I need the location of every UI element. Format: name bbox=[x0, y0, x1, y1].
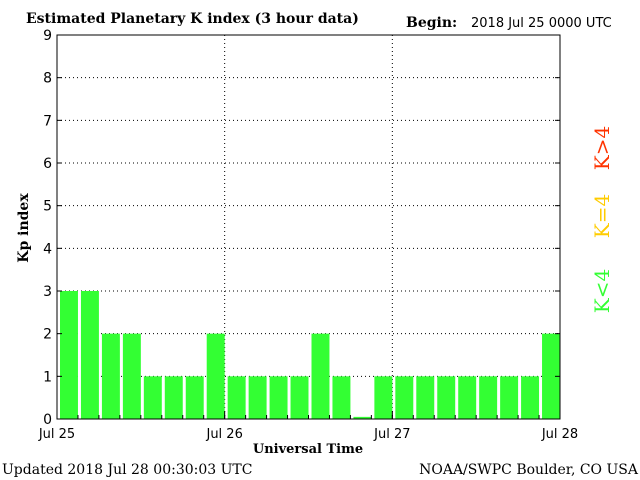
legend-k-equal-4: K=4 bbox=[590, 194, 614, 238]
kp-bar-7 bbox=[206, 333, 225, 419]
y-tick-label: 1 bbox=[43, 369, 52, 385]
updated-timestamp: Updated 2018 Jul 28 00:30:03 UTC bbox=[2, 462, 252, 478]
kp-bar-1 bbox=[80, 291, 99, 419]
y-tick-label: 8 bbox=[43, 71, 52, 87]
begin-label: Begin: bbox=[406, 15, 457, 31]
y-tick-label: 2 bbox=[43, 327, 52, 343]
y-tick-label: 6 bbox=[43, 156, 52, 172]
x-tick-label: Jul 26 bbox=[205, 427, 242, 442]
kp-bar-8 bbox=[227, 376, 246, 419]
begin-value: 2018 Jul 25 0000 UTC bbox=[471, 16, 612, 31]
kp-bar-0 bbox=[60, 291, 78, 419]
kp-bar-20 bbox=[479, 376, 498, 419]
kp-bar-15 bbox=[374, 376, 393, 419]
kp-bar-10 bbox=[269, 376, 288, 419]
y-tick-label: 0 bbox=[43, 412, 52, 428]
kp-bar-12 bbox=[311, 333, 330, 419]
legend-k-less-4: K<4 bbox=[590, 269, 614, 313]
x-axis-label: Universal Time bbox=[253, 442, 363, 457]
kp-bar-6 bbox=[185, 376, 204, 419]
kp-bar-13 bbox=[332, 376, 351, 419]
x-tick-label: Jul 27 bbox=[373, 427, 410, 442]
source-credit: NOAA/SWPC Boulder, CO USA bbox=[419, 462, 639, 478]
y-axis-label: Kp index bbox=[16, 193, 32, 263]
kp-bar-4 bbox=[143, 376, 162, 419]
kp-bar-17 bbox=[416, 376, 435, 419]
bars bbox=[60, 291, 560, 419]
kp-bar-19 bbox=[458, 376, 477, 419]
kp-bar-22 bbox=[521, 376, 540, 419]
kp-bar-2 bbox=[101, 333, 120, 419]
x-tick-label: Jul 28 bbox=[541, 427, 578, 442]
kp-bar-5 bbox=[164, 376, 183, 419]
kp-bar-16 bbox=[395, 376, 414, 419]
kp-bar-9 bbox=[248, 376, 267, 419]
chart-title: Estimated Planetary K index (3 hour data… bbox=[26, 11, 359, 27]
x-tick-label: Jul 25 bbox=[38, 427, 75, 442]
legend-k-greater-4: K>4 bbox=[590, 126, 614, 170]
axis-ticks: 0 1 2 3 4 5 6 7 8 9 Jul 25 Jul 26 Jul 27 Jul 28 bbox=[38, 28, 578, 442]
y-tick-label: 5 bbox=[43, 199, 52, 215]
kp-bar-18 bbox=[437, 376, 456, 419]
y-tick-label: 7 bbox=[43, 113, 52, 129]
y-tick-label: 3 bbox=[43, 284, 52, 300]
kp-bar-3 bbox=[122, 333, 141, 419]
y-tick-label: 9 bbox=[43, 28, 52, 44]
kp-bar-21 bbox=[500, 376, 519, 419]
kp-bar-11 bbox=[290, 376, 309, 419]
y-tick-label: 4 bbox=[43, 241, 52, 257]
kp-bar-23 bbox=[542, 333, 560, 419]
kp-bar-14 bbox=[353, 416, 372, 419]
